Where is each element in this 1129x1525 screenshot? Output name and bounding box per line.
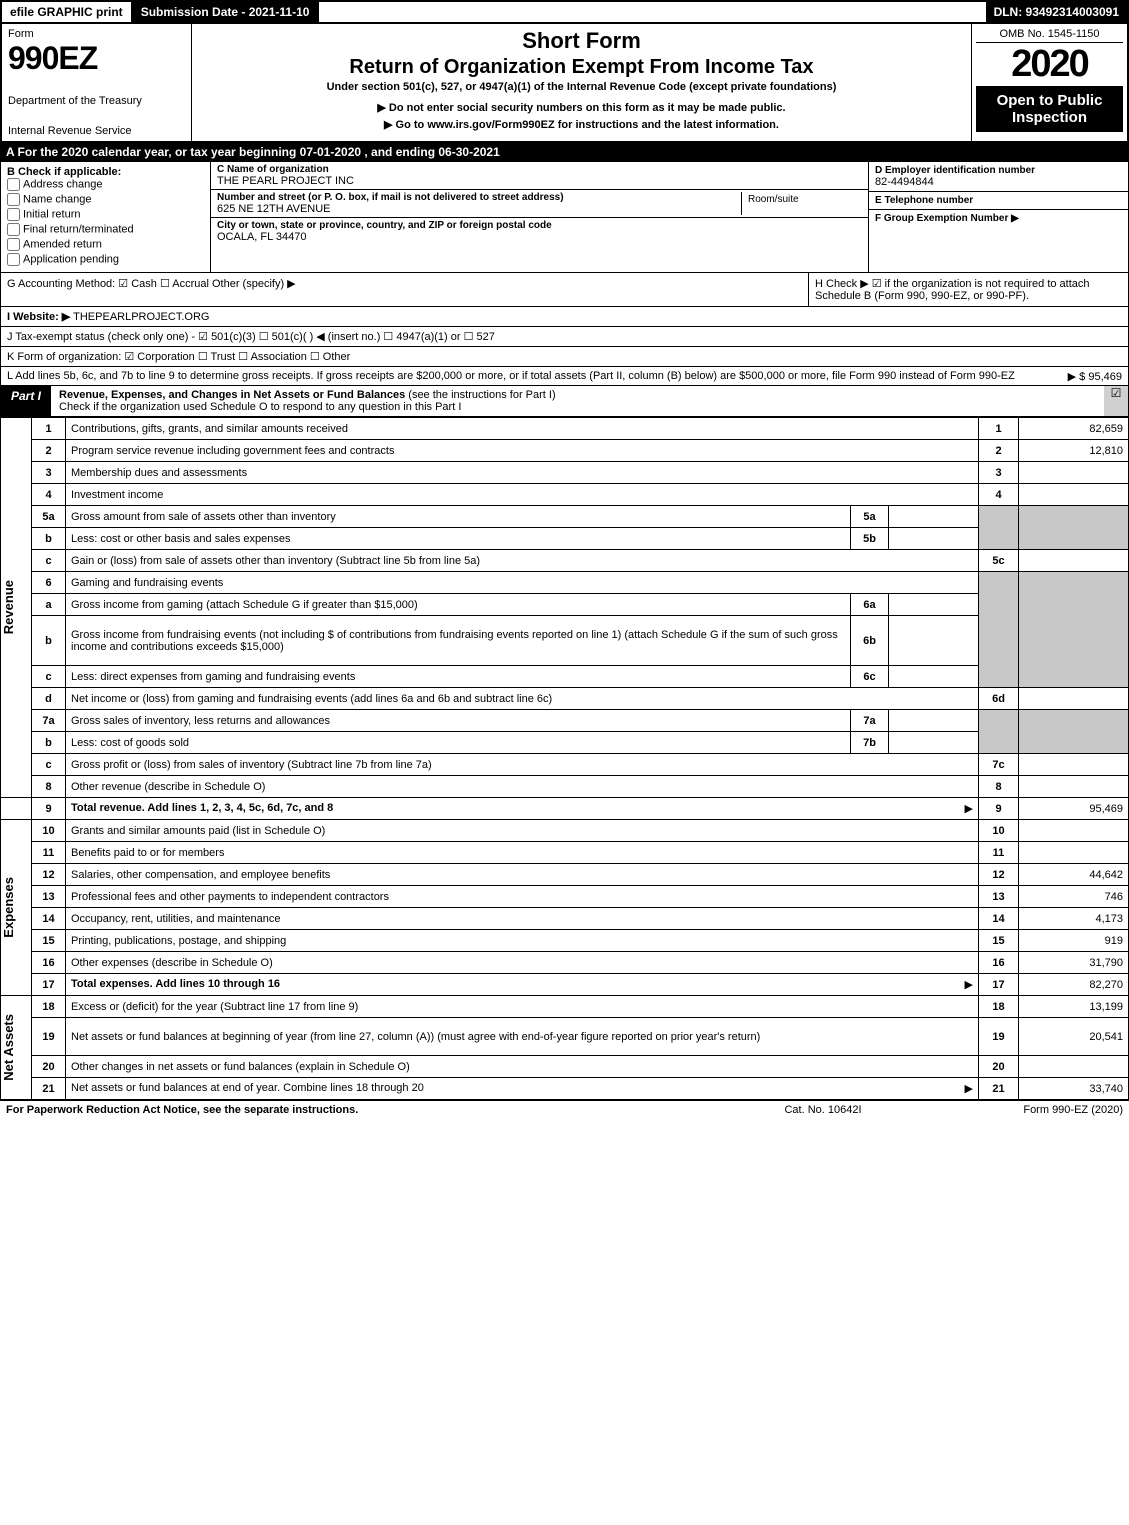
omb-number: OMB No. 1545-1150 [976,28,1123,43]
line-2: 2Program service revenue including gover… [1,440,1129,462]
line-5c: cGain or (loss) from sale of assets othe… [1,550,1129,572]
submission-date: Submission Date - 2021-11-10 [133,2,320,22]
line-7c: cGross profit or (loss) from sales of in… [1,754,1129,776]
org-name: THE PEARL PROJECT INC [217,175,862,187]
line-8: 8Other revenue (describe in Schedule O)8 [1,776,1129,798]
line-7b: bLess: cost of goods sold7b [1,732,1129,754]
header-center: Short Form Return of Organization Exempt… [192,24,972,141]
check-if-applicable: B Check if applicable: Address change Na… [1,162,211,272]
part1-check[interactable]: ☑ [1104,386,1128,416]
line-21: 21Net assets or fund balances at end of … [1,1078,1129,1100]
form-title: Return of Organization Exempt From Incom… [200,56,963,79]
line-3: 3Membership dues and assessments3 [1,462,1129,484]
part1-header: Part I Revenue, Expenses, and Changes in… [0,386,1129,417]
website-row: I Website: ▶ THEPEARLPROJECT.ORG [0,307,1129,327]
line-4: 4Investment income4 [1,484,1129,506]
line-5b: bLess: cost or other basis and sales exp… [1,528,1129,550]
line-13: 13Professional fees and other payments t… [1,886,1129,908]
chk-initial: Initial return [7,208,204,221]
form-of-org: K Form of organization: ☑ Corporation ☐ … [0,347,1129,367]
section-gh: G Accounting Method: ☑ Cash ☐ Accrual Ot… [0,273,1129,307]
line-17: 17Total expenses. Add lines 10 through 1… [1,974,1129,996]
part1-tag: Part I [1,386,51,416]
line-11: 11Benefits paid to or for members11 [1,842,1129,864]
goto-link[interactable]: ▶ Go to www.irs.gov/Form990EZ for instru… [200,118,963,131]
group-exemption-label: F Group Exemption Number ▶ [875,213,1122,224]
chk-pending: Application pending [7,253,204,266]
catalog-number: Cat. No. 10642I [723,1104,923,1116]
form-number: 990EZ [8,40,185,77]
tel-label: E Telephone number [875,195,1122,206]
paperwork-notice: For Paperwork Reduction Act Notice, see … [6,1104,723,1116]
line-20: 20Other changes in net assets or fund ba… [1,1056,1129,1078]
schedule-b-check: H Check ▶ ☑ if the organization is not r… [808,273,1128,306]
revenue-table: Revenue 1Contributions, gifts, grants, a… [0,417,1129,1100]
ein-label: D Employer identification number [875,165,1122,176]
section-bcdef: B Check if applicable: Address change Na… [0,161,1129,273]
department: Department of the Treasury [8,95,185,107]
line-10: Expenses 10Grants and similar amounts pa… [1,820,1129,842]
top-bar: efile GRAPHIC print Submission Date - 20… [0,0,1129,24]
header-left: Form 990EZ Department of the Treasury In… [2,24,192,141]
form-header: Form 990EZ Department of the Treasury In… [0,24,1129,143]
line-12: 12Salaries, other compensation, and empl… [1,864,1129,886]
tax-exempt-status: J Tax-exempt status (check only one) - ☑… [0,327,1129,347]
line-15: 15Printing, publications, postage, and s… [1,930,1129,952]
b-title: B Check if applicable: [7,166,204,178]
form-label: Form [8,28,185,40]
form-subtitle: Under section 501(c), 527, or 4947(a)(1)… [200,81,963,93]
city-value: OCALA, FL 34470 [217,231,862,243]
efile-label: efile GRAPHIC print [2,2,133,22]
chk-final: Final return/terminated [7,223,204,236]
form-name-footer: Form 990-EZ (2020) [923,1104,1123,1116]
line-a: A For the 2020 calendar year, or tax yea… [0,143,1129,161]
line-9: 9Total revenue. Add lines 1, 2, 3, 4, 5c… [1,798,1129,820]
chk-address: Address change [7,178,204,191]
line-6b: bGross income from fundraising events (n… [1,616,1129,666]
line-6c: cLess: direct expenses from gaming and f… [1,666,1129,688]
line-5a: 5aGross amount from sale of assets other… [1,506,1129,528]
line-6a: aGross income from gaming (attach Schedu… [1,594,1129,616]
line-14: 14Occupancy, rent, utilities, and mainte… [1,908,1129,930]
line-6: 6Gaming and fundraising events [1,572,1129,594]
chk-name: Name change [7,193,204,206]
right-info: D Employer identification number 82-4494… [868,162,1128,272]
street-label: Number and street (or P. O. box, if mail… [217,192,741,203]
short-form: Short Form [200,28,963,54]
page-footer: For Paperwork Reduction Act Notice, see … [0,1100,1129,1119]
tax-year: 2020 [976,43,1123,86]
ssn-warning: ▶ Do not enter social security numbers o… [200,101,963,114]
line-16: 16Other expenses (describe in Schedule O… [1,952,1129,974]
chk-amended: Amended return [7,238,204,251]
dln: DLN: 93492314003091 [986,2,1127,22]
org-info: C Name of organization THE PEARL PROJECT… [211,162,868,272]
line-19: 19Net assets or fund balances at beginni… [1,1018,1129,1056]
ein-value: 82-4494844 [875,176,1122,188]
irs-label: Internal Revenue Service [8,125,185,137]
accounting-method: G Accounting Method: ☑ Cash ☐ Accrual Ot… [1,273,808,306]
street-value: 625 NE 12TH AVENUE [217,203,741,215]
part1-title: Revenue, Expenses, and Changes in Net As… [51,386,1104,416]
line-l: L Add lines 5b, 6c, and 7b to line 9 to … [0,367,1129,386]
city-label: City or town, state or province, country… [217,220,862,231]
line-1: Revenue 1Contributions, gifts, grants, a… [1,418,1129,440]
c-name-label: C Name of organization [217,164,862,175]
website-link[interactable]: THEPEARLPROJECT.ORG [73,311,209,323]
header-right: OMB No. 1545-1150 2020 Open to Public In… [972,24,1127,141]
line-7a: 7aGross sales of inventory, less returns… [1,710,1129,732]
open-inspection: Open to Public Inspection [976,86,1123,132]
line-18: Net Assets 18Excess or (deficit) for the… [1,996,1129,1018]
room-suite: Room/suite [742,192,862,215]
line-6d: dNet income or (loss) from gaming and fu… [1,688,1129,710]
